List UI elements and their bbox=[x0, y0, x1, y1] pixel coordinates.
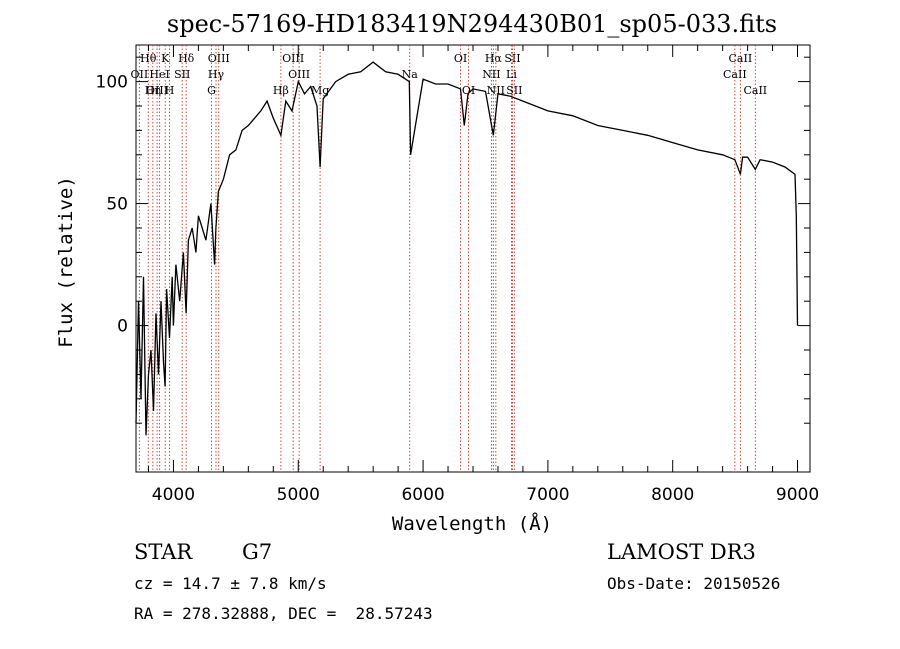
line-label-25: CaII bbox=[729, 52, 753, 65]
x-tick-label-4: 8000 bbox=[651, 485, 694, 505]
x-axis-label: Wavelength (Å) bbox=[392, 512, 552, 535]
x-tick-label-3: 7000 bbox=[526, 485, 569, 505]
y-tick-label-1: 50 bbox=[106, 195, 128, 215]
line-label-17: OI bbox=[454, 52, 467, 65]
line-label-24: SII bbox=[506, 84, 522, 97]
line-label-20: NII bbox=[482, 68, 500, 81]
object-class: STAR bbox=[134, 540, 193, 564]
plot-frame bbox=[135, 44, 811, 473]
line-label-5: HeI bbox=[149, 68, 169, 81]
line-label-10: Hγ bbox=[208, 68, 225, 81]
line-label-26: CaII bbox=[723, 68, 747, 81]
y-tick-label-2: 100 bbox=[96, 73, 128, 93]
survey-label: LAMOST DR3 bbox=[607, 540, 756, 564]
y-tick-label-0: 0 bbox=[117, 317, 128, 337]
x-tick-label-1: 5000 bbox=[277, 485, 320, 505]
line-label-27: CaII bbox=[743, 84, 767, 97]
line-label-15: Mg bbox=[311, 84, 329, 97]
y-axis-label: Flux (relative) bbox=[55, 176, 77, 348]
axis-ticks: 4000 5000 6000 7000 8000 9000 0 50 100 bbox=[96, 45, 819, 505]
line-label-11: G bbox=[207, 84, 216, 97]
line-label-3: Hη bbox=[145, 84, 161, 97]
redshift-text: cz = 14.7 ± 7.8 km/s bbox=[134, 574, 327, 593]
line-label-2: OIII bbox=[146, 84, 168, 97]
line-label-14: OIII bbox=[288, 68, 310, 81]
x-tick-label-5: 9000 bbox=[776, 485, 819, 505]
x-tick-label-2: 6000 bbox=[401, 485, 444, 505]
line-label-7: Hδ bbox=[178, 52, 195, 65]
spectrum-line bbox=[135, 61, 799, 436]
chart-title: spec-57169-HD183419N294430B01_sp05-033.f… bbox=[167, 10, 777, 38]
line-label-6: H bbox=[165, 84, 175, 97]
line-label-4: K bbox=[161, 52, 170, 65]
line-label-1: OII bbox=[131, 68, 149, 81]
line-label-23: Li bbox=[506, 68, 517, 81]
line-label-18: OI bbox=[462, 84, 475, 97]
line-label-9: OIII bbox=[208, 52, 230, 65]
object-subclass: G7 bbox=[242, 540, 273, 564]
line-label-8: SII bbox=[174, 68, 190, 81]
coordinates-text: RA = 278.32888, DEC = 28.57243 bbox=[134, 604, 433, 623]
line-label-19: Hα bbox=[485, 52, 503, 65]
x-tick-label-0: 4000 bbox=[152, 485, 195, 505]
line-label-0: Hθ bbox=[140, 52, 157, 65]
line-label-16: Na bbox=[402, 68, 419, 81]
line-label-12: Hβ bbox=[273, 84, 289, 97]
obs-date-text: Obs-Date: 20150526 bbox=[607, 574, 781, 593]
line-label-13: OIII bbox=[282, 52, 304, 65]
line-label-22: SII bbox=[504, 52, 520, 65]
